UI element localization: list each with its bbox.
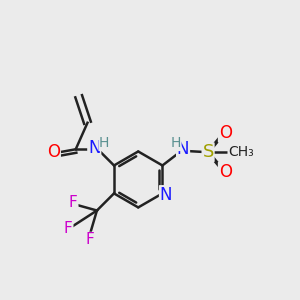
Text: O: O <box>47 143 60 161</box>
Text: F: F <box>85 232 94 247</box>
Text: H: H <box>170 136 181 150</box>
Text: CH₃: CH₃ <box>228 145 254 159</box>
Text: N: N <box>177 140 189 158</box>
Text: S: S <box>202 143 214 161</box>
Text: H: H <box>99 136 110 150</box>
Text: O: O <box>219 163 232 181</box>
Text: F: F <box>64 221 73 236</box>
Text: F: F <box>69 195 78 210</box>
Text: N: N <box>88 140 100 158</box>
Text: N: N <box>160 186 172 204</box>
Text: O: O <box>219 124 232 142</box>
